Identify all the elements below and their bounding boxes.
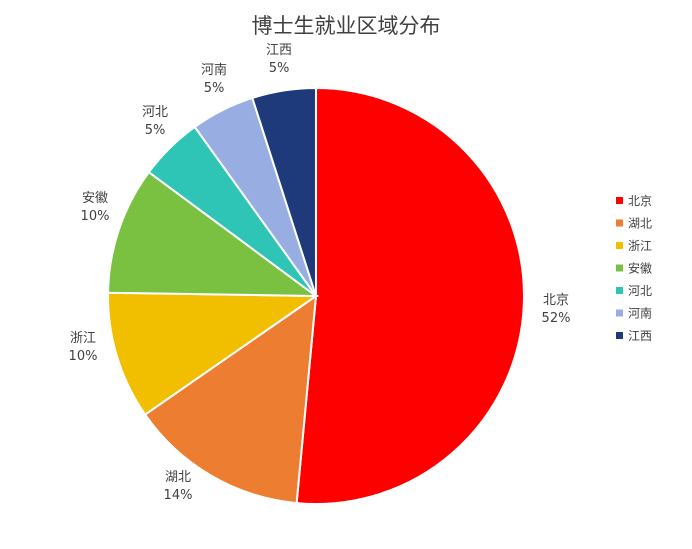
pie-slice-7 (251, 86, 317, 297)
slice-label-value-2: 14% (164, 488, 193, 503)
slice-label-value-4: 10% (81, 209, 110, 224)
legend-label-3: 浙江 (628, 239, 652, 253)
legend-label-7: 江西 (628, 329, 652, 343)
legend-label-2: 湖北 (628, 216, 652, 231)
pie-slice-3 (107, 291, 320, 416)
legend-swatch-1 (616, 197, 623, 204)
slice-label-name-1: 北京 (543, 293, 569, 308)
legend-label-1: 北京 (628, 194, 652, 208)
slice-label-name-7: 江西 (266, 43, 292, 58)
pie-slice-2 (143, 293, 318, 505)
slice-label-name-5: 河北 (142, 105, 168, 120)
slice-label-name-6: 河南 (201, 62, 227, 78)
legend-swatch-6 (616, 309, 623, 317)
legend-label-4: 安徽 (628, 261, 652, 276)
slice-label-value-5: 5% (145, 123, 166, 138)
legend-swatch-7 (616, 332, 623, 339)
chart-title: 博士生就业区域分布 (251, 14, 441, 38)
slice-label-value-3: 10% (69, 349, 98, 364)
slice-label-name-4: 安徽 (82, 191, 108, 206)
pie-slice-1 (295, 86, 525, 505)
slice-label-value-6: 5% (204, 81, 225, 96)
legend-swatch-5 (616, 287, 623, 294)
pie-slice-4 (107, 170, 320, 298)
slice-label-value-1: 52% (542, 311, 571, 326)
legend-label-5: 河北 (628, 284, 652, 298)
slice-label-name-3: 浙江 (70, 331, 96, 346)
slice-label-name-2: 湖北 (165, 470, 191, 485)
legend-swatch-2 (616, 219, 623, 227)
legend-swatch-4 (616, 264, 623, 272)
slice-label-value-7: 5% (269, 61, 290, 76)
legend-swatch-3 (616, 242, 623, 249)
legend-label-6: 河南 (628, 306, 652, 321)
